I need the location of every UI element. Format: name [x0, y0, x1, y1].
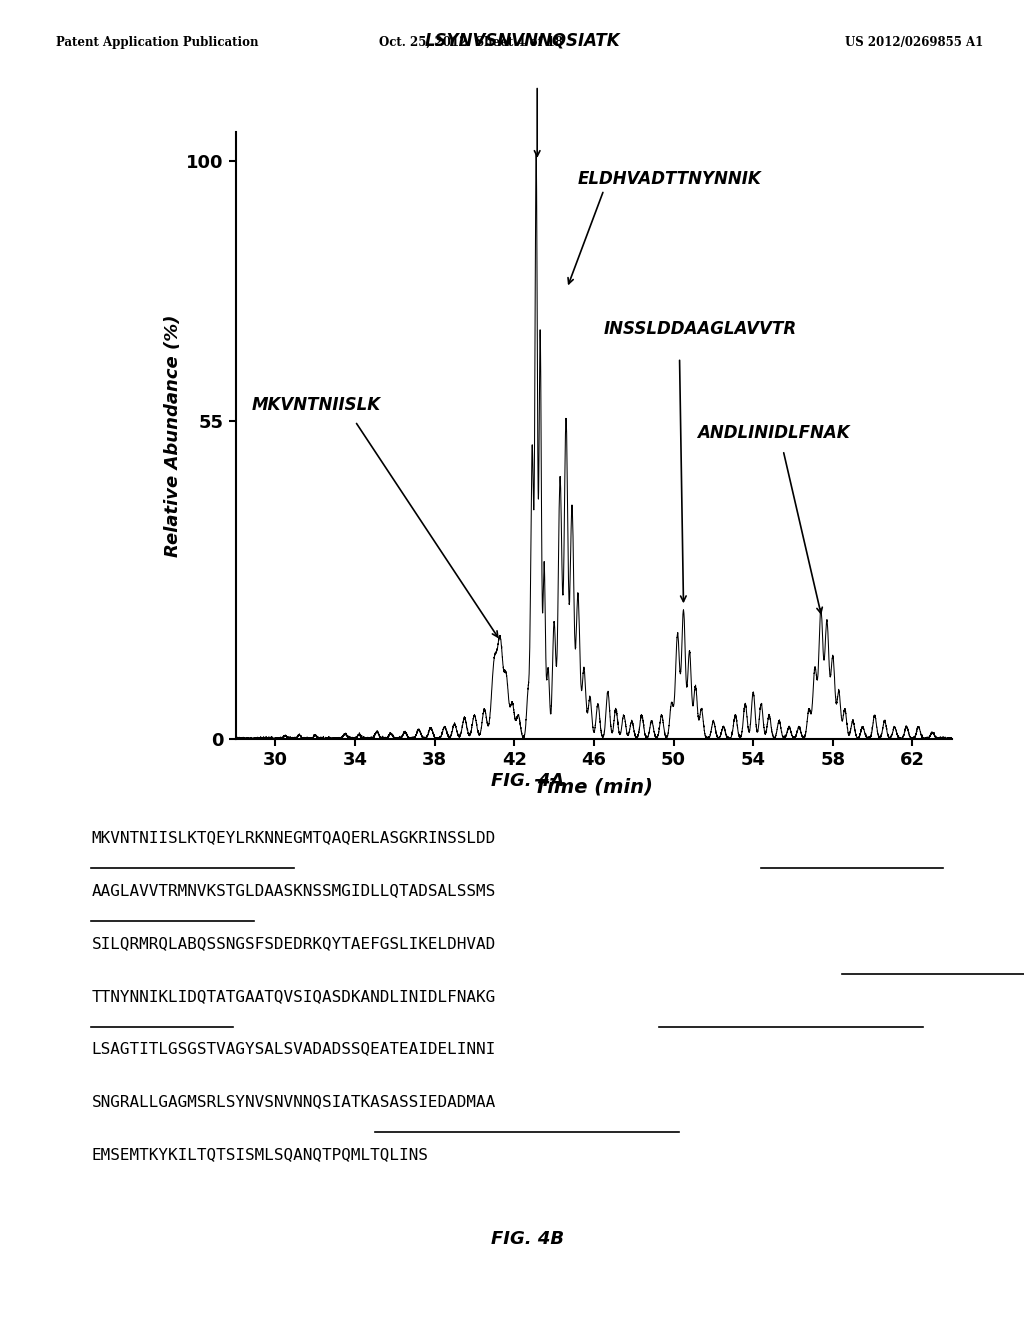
Text: Patent Application Publication: Patent Application Publication	[56, 36, 259, 49]
Text: Oct. 25, 2012  Sheet 4 of 18: Oct. 25, 2012 Sheet 4 of 18	[379, 36, 563, 49]
Text: SNGRALLGAGMSRLSYNVSNVNNQSIATKASASSIEDADMAA: SNGRALLGAGMSRLSYNVSNVNNQSIATKASASSIEDADM…	[91, 1094, 496, 1109]
Text: US 2012/0269855 A1: US 2012/0269855 A1	[845, 36, 983, 49]
Text: MKVNTNIISLK: MKVNTNIISLK	[252, 396, 381, 413]
Text: LSYNVSNVNNQSIATK: LSYNVSNVNNQSIATK	[425, 32, 621, 49]
Text: FIG. 4B: FIG. 4B	[490, 1230, 564, 1249]
Text: INSSLDDAAGLAVVTR: INSSLDDAAGLAVVTR	[604, 321, 797, 338]
Text: AAGLAVVTRMNVKSTGLDAASKNSSMGIDLLQTADSALSSMS: AAGLAVVTRMNVKSTGLDAASKNSSMGIDLLQTADSALSS…	[91, 883, 496, 898]
Text: EMSEMTKYKILTQTSISMLSQANQTPQMLTQLINS: EMSEMTKYKILTQTSISMLSQANQTPQMLTQLINS	[91, 1147, 428, 1162]
Text: SILQRMRQLABQSSNGSFSDEDRKQYTAEFGSLIKELDHVAD: SILQRMRQLABQSSNGSFSDEDRKQYTAEFGSLIKELDHV…	[91, 936, 496, 950]
Text: LSAGTITLGSGSTVAGYSALSVADADSSQEATEAIDELINNI: LSAGTITLGSGSTVAGYSALSVADADSSQEATEAIDELIN…	[91, 1041, 496, 1056]
Text: ANDLINIDLFNAK: ANDLINIDLFNAK	[697, 425, 850, 442]
X-axis label: Time (min): Time (min)	[535, 777, 653, 796]
Text: TTNYNNIKLIDQTATGAATQVSIQASDKANDLINIDLFNAKG: TTNYNNIKLIDQTATGAATQVSIQASDKANDLINIDLFNA…	[91, 989, 496, 1003]
Text: FIG. 4A: FIG. 4A	[490, 772, 564, 791]
Text: MKVNTNIISLKTQEYLRKNNEGMTQAQERLASGKRINSSLDD: MKVNTNIISLKTQEYLRKNNEGMTQAQERLASGKRINSSL…	[91, 830, 496, 845]
Y-axis label: Relative Abundance (%): Relative Abundance (%)	[164, 314, 182, 557]
Text: ELDHVADTTNYNNIK: ELDHVADTTNYNNIK	[578, 170, 762, 187]
